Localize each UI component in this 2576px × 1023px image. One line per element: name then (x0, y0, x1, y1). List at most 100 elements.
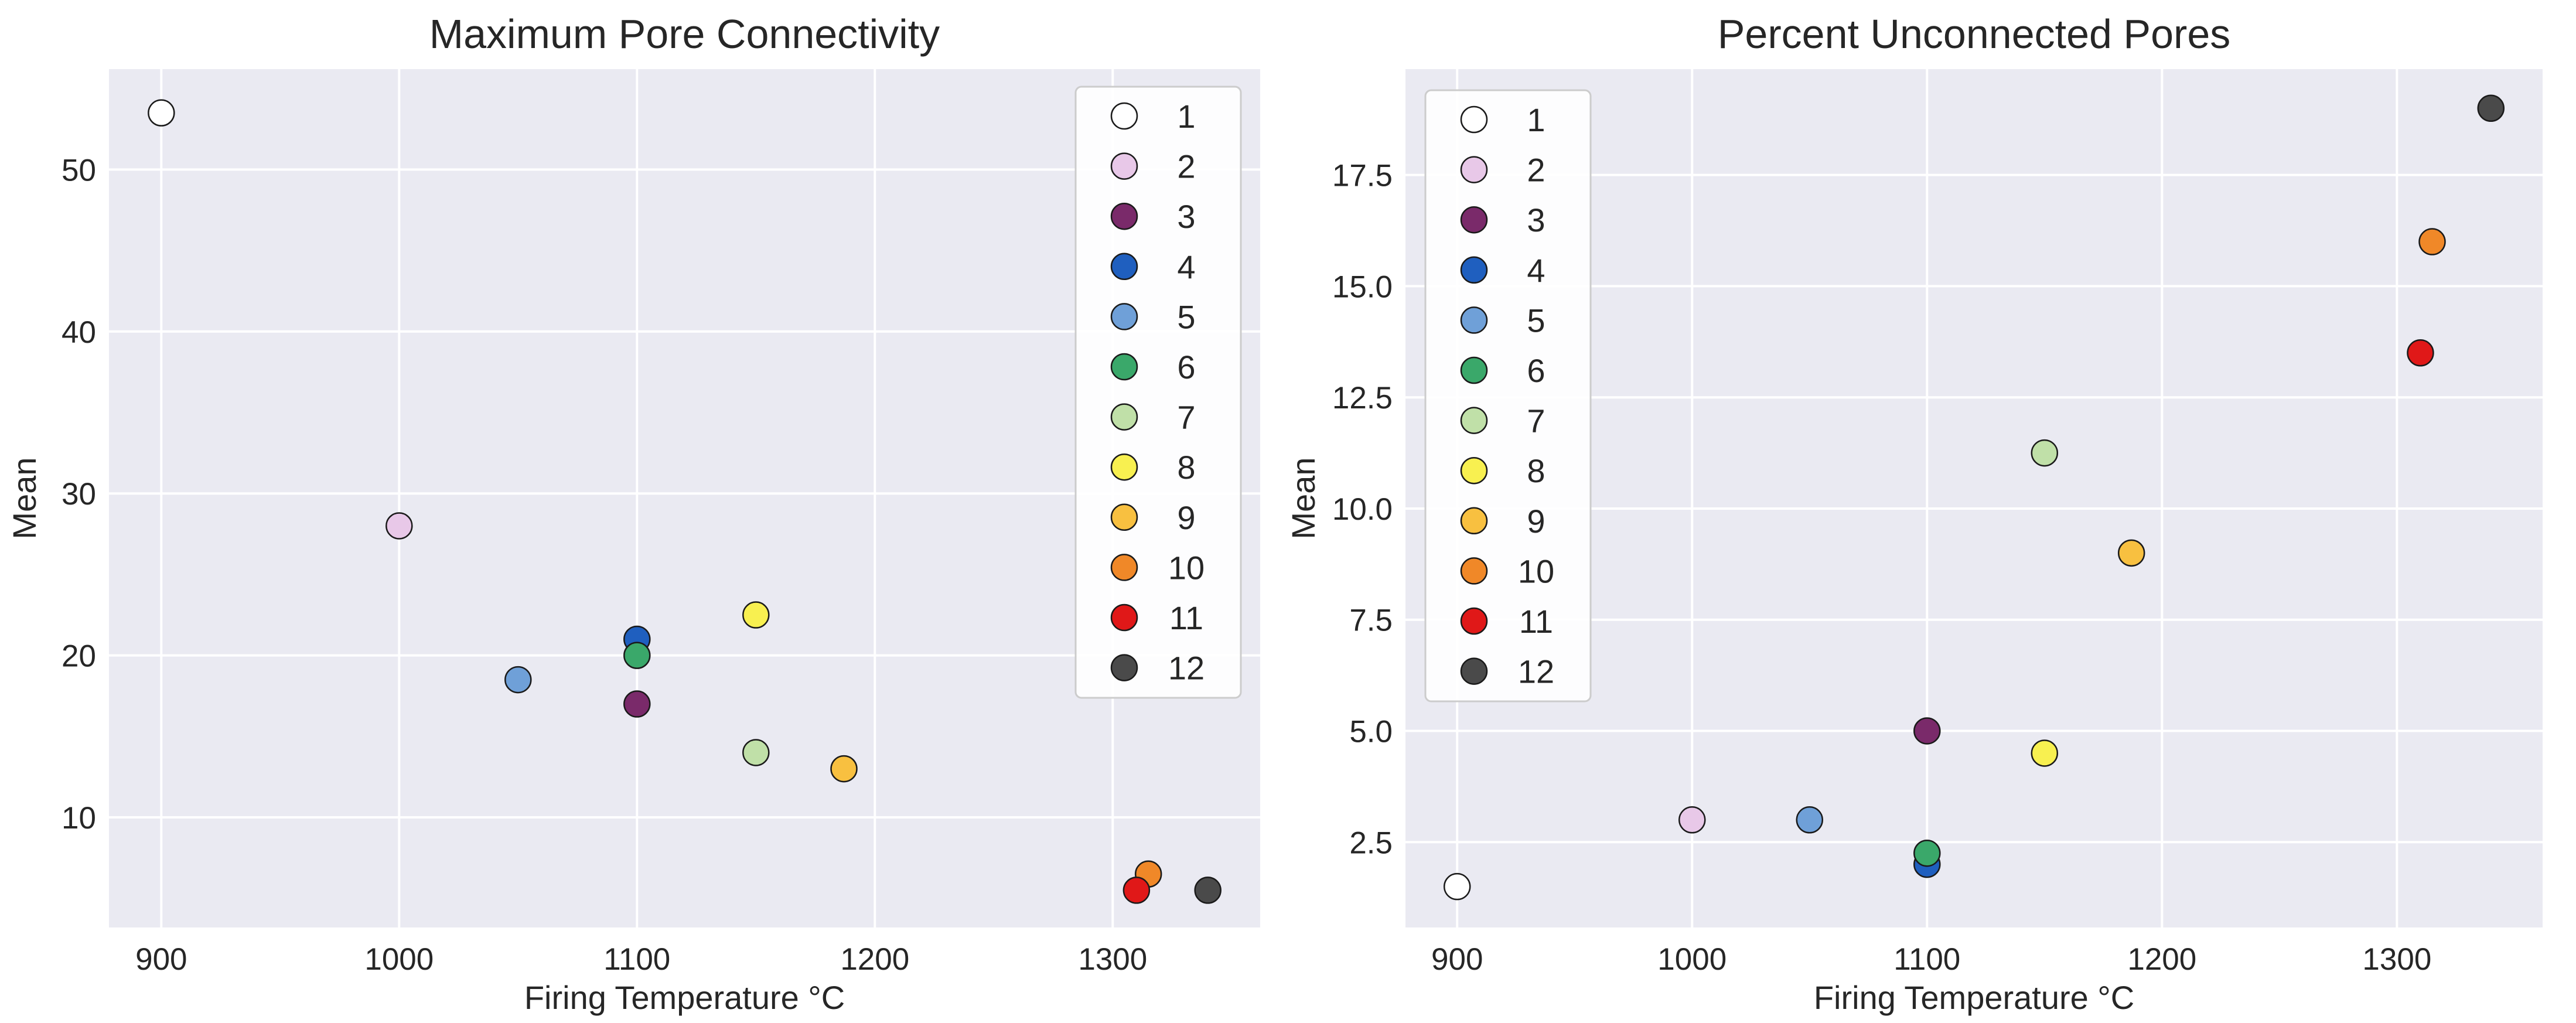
y-tick-label: 2.5 (1349, 826, 1393, 860)
legend-label: 12 (1518, 653, 1554, 690)
plot-area (109, 69, 1260, 927)
legend-marker (1460, 456, 1488, 485)
legend-label: 1 (1527, 101, 1545, 138)
legend-marker (1110, 152, 1138, 180)
legend-label: 12 (1168, 650, 1205, 687)
y-tick-label: 17.5 (1332, 159, 1393, 193)
y-tick-label: 30 (62, 477, 96, 512)
y-tick-label: 7.5 (1349, 603, 1393, 638)
data-point-8 (742, 601, 770, 629)
y-tick-label: 50 (62, 153, 96, 187)
legend-label: 4 (1527, 252, 1545, 289)
x-tick-label: 1100 (1893, 942, 1960, 977)
legend-marker (1460, 356, 1488, 384)
legend-marker (1460, 507, 1488, 535)
x-axis-label: Firing Temperature °C (1814, 979, 2134, 1016)
legend-marker (1110, 453, 1138, 481)
data-point-10 (2418, 228, 2446, 255)
plot-area (1405, 69, 2543, 927)
legend-marker (1110, 503, 1138, 531)
y-tick-label: 20 (62, 639, 96, 674)
y-tick-label: 40 (62, 315, 96, 350)
x-tick-label: 1000 (364, 942, 434, 977)
data-point-8 (2031, 739, 2059, 767)
legend-label: 3 (1177, 198, 1195, 235)
legend-marker (1460, 407, 1488, 434)
legend-label: 2 (1527, 152, 1545, 189)
x-tick-label: 1100 (603, 942, 670, 977)
x-axis-label: Firing Temperature °C (524, 979, 845, 1016)
legend-marker (1110, 202, 1138, 230)
data-point-5 (1796, 806, 1824, 834)
legend-label: 7 (1177, 399, 1195, 436)
legend-box (1424, 89, 1592, 703)
legend-label: 9 (1527, 503, 1545, 540)
legend-label: 1 (1177, 98, 1195, 135)
legend-marker (1110, 403, 1138, 431)
x-tick-label: 1200 (840, 942, 909, 977)
legend-marker (1460, 156, 1488, 183)
data-point-1 (1443, 872, 1471, 901)
legend-marker (1110, 102, 1138, 130)
data-point-2 (385, 512, 413, 540)
y-tick-label: 10 (62, 801, 96, 836)
legend-label: 11 (1519, 603, 1553, 640)
legend-box (1074, 86, 1242, 699)
chart-percent-unconnected-pores: 900 1000 1100 1200 1300 2.5 5.0 7.5 10.0 12.5 15.0… (1285, 11, 2543, 1016)
legend-marker (1460, 306, 1488, 334)
x-tick-label: 1000 (1657, 942, 1727, 977)
data-point-5 (504, 666, 532, 694)
legend-marker (1110, 353, 1138, 381)
data-point-11 (2407, 339, 2434, 367)
data-point-7 (2031, 439, 2059, 467)
legend-label: 7 (1527, 403, 1545, 439)
legend-marker (1110, 654, 1138, 681)
data-point-3 (1913, 717, 1941, 745)
legend-label: 5 (1527, 302, 1545, 339)
legend-label: 10 (1168, 549, 1205, 586)
data-point-3 (623, 690, 651, 718)
y-tick-label: 5.0 (1349, 714, 1393, 749)
legend-label: 8 (1177, 449, 1195, 486)
legend-marker (1460, 256, 1488, 284)
legend-label: 2 (1177, 148, 1195, 185)
legend-label: 3 (1527, 202, 1545, 238)
legend-marker (1460, 105, 1488, 134)
legend-marker (1110, 554, 1138, 581)
x-tick-label: 1300 (1078, 942, 1147, 977)
legend-label: 8 (1527, 452, 1545, 489)
legend-marker (1110, 603, 1138, 632)
legend-marker (1460, 607, 1488, 635)
legend-marker (1460, 657, 1488, 685)
legend-label: 6 (1527, 352, 1545, 389)
legend-marker (1110, 303, 1138, 330)
y-tick-label: 10.0 (1332, 492, 1393, 527)
legend-marker (1110, 253, 1138, 281)
chart-title: Percent Unconnected Pores (1718, 11, 2231, 57)
x-tick-label: 1300 (2362, 942, 2431, 977)
data-point-7 (742, 739, 770, 766)
data-point-9 (2117, 539, 2145, 567)
y-axis-label: Mean (6, 457, 43, 539)
legend-label: 6 (1177, 349, 1195, 386)
x-tick-label: 1200 (2127, 942, 2196, 977)
legend-label: 11 (1169, 599, 1203, 636)
legend-label: 4 (1177, 248, 1195, 285)
data-point-11 (1122, 877, 1151, 904)
legend-marker (1460, 557, 1488, 585)
legend-marker (1460, 206, 1488, 234)
chart-title: Maximum Pore Connectivity (429, 11, 940, 57)
chart-max-pore-connectivity: 900 1000 1100 1200 1300 10 20 30 40 50 Maximum Por… (6, 11, 1260, 1016)
data-point-12 (1194, 877, 1222, 904)
data-point-2 (1678, 806, 1706, 834)
data-point-12 (2477, 94, 2505, 122)
y-tick-label: 12.5 (1332, 381, 1393, 415)
data-point-6 (1913, 839, 1941, 867)
data-point-1 (148, 99, 175, 127)
y-axis-label: Mean (1285, 457, 1322, 539)
y-tick-label: 15.0 (1332, 270, 1393, 304)
x-tick-label: 900 (1431, 942, 1483, 977)
